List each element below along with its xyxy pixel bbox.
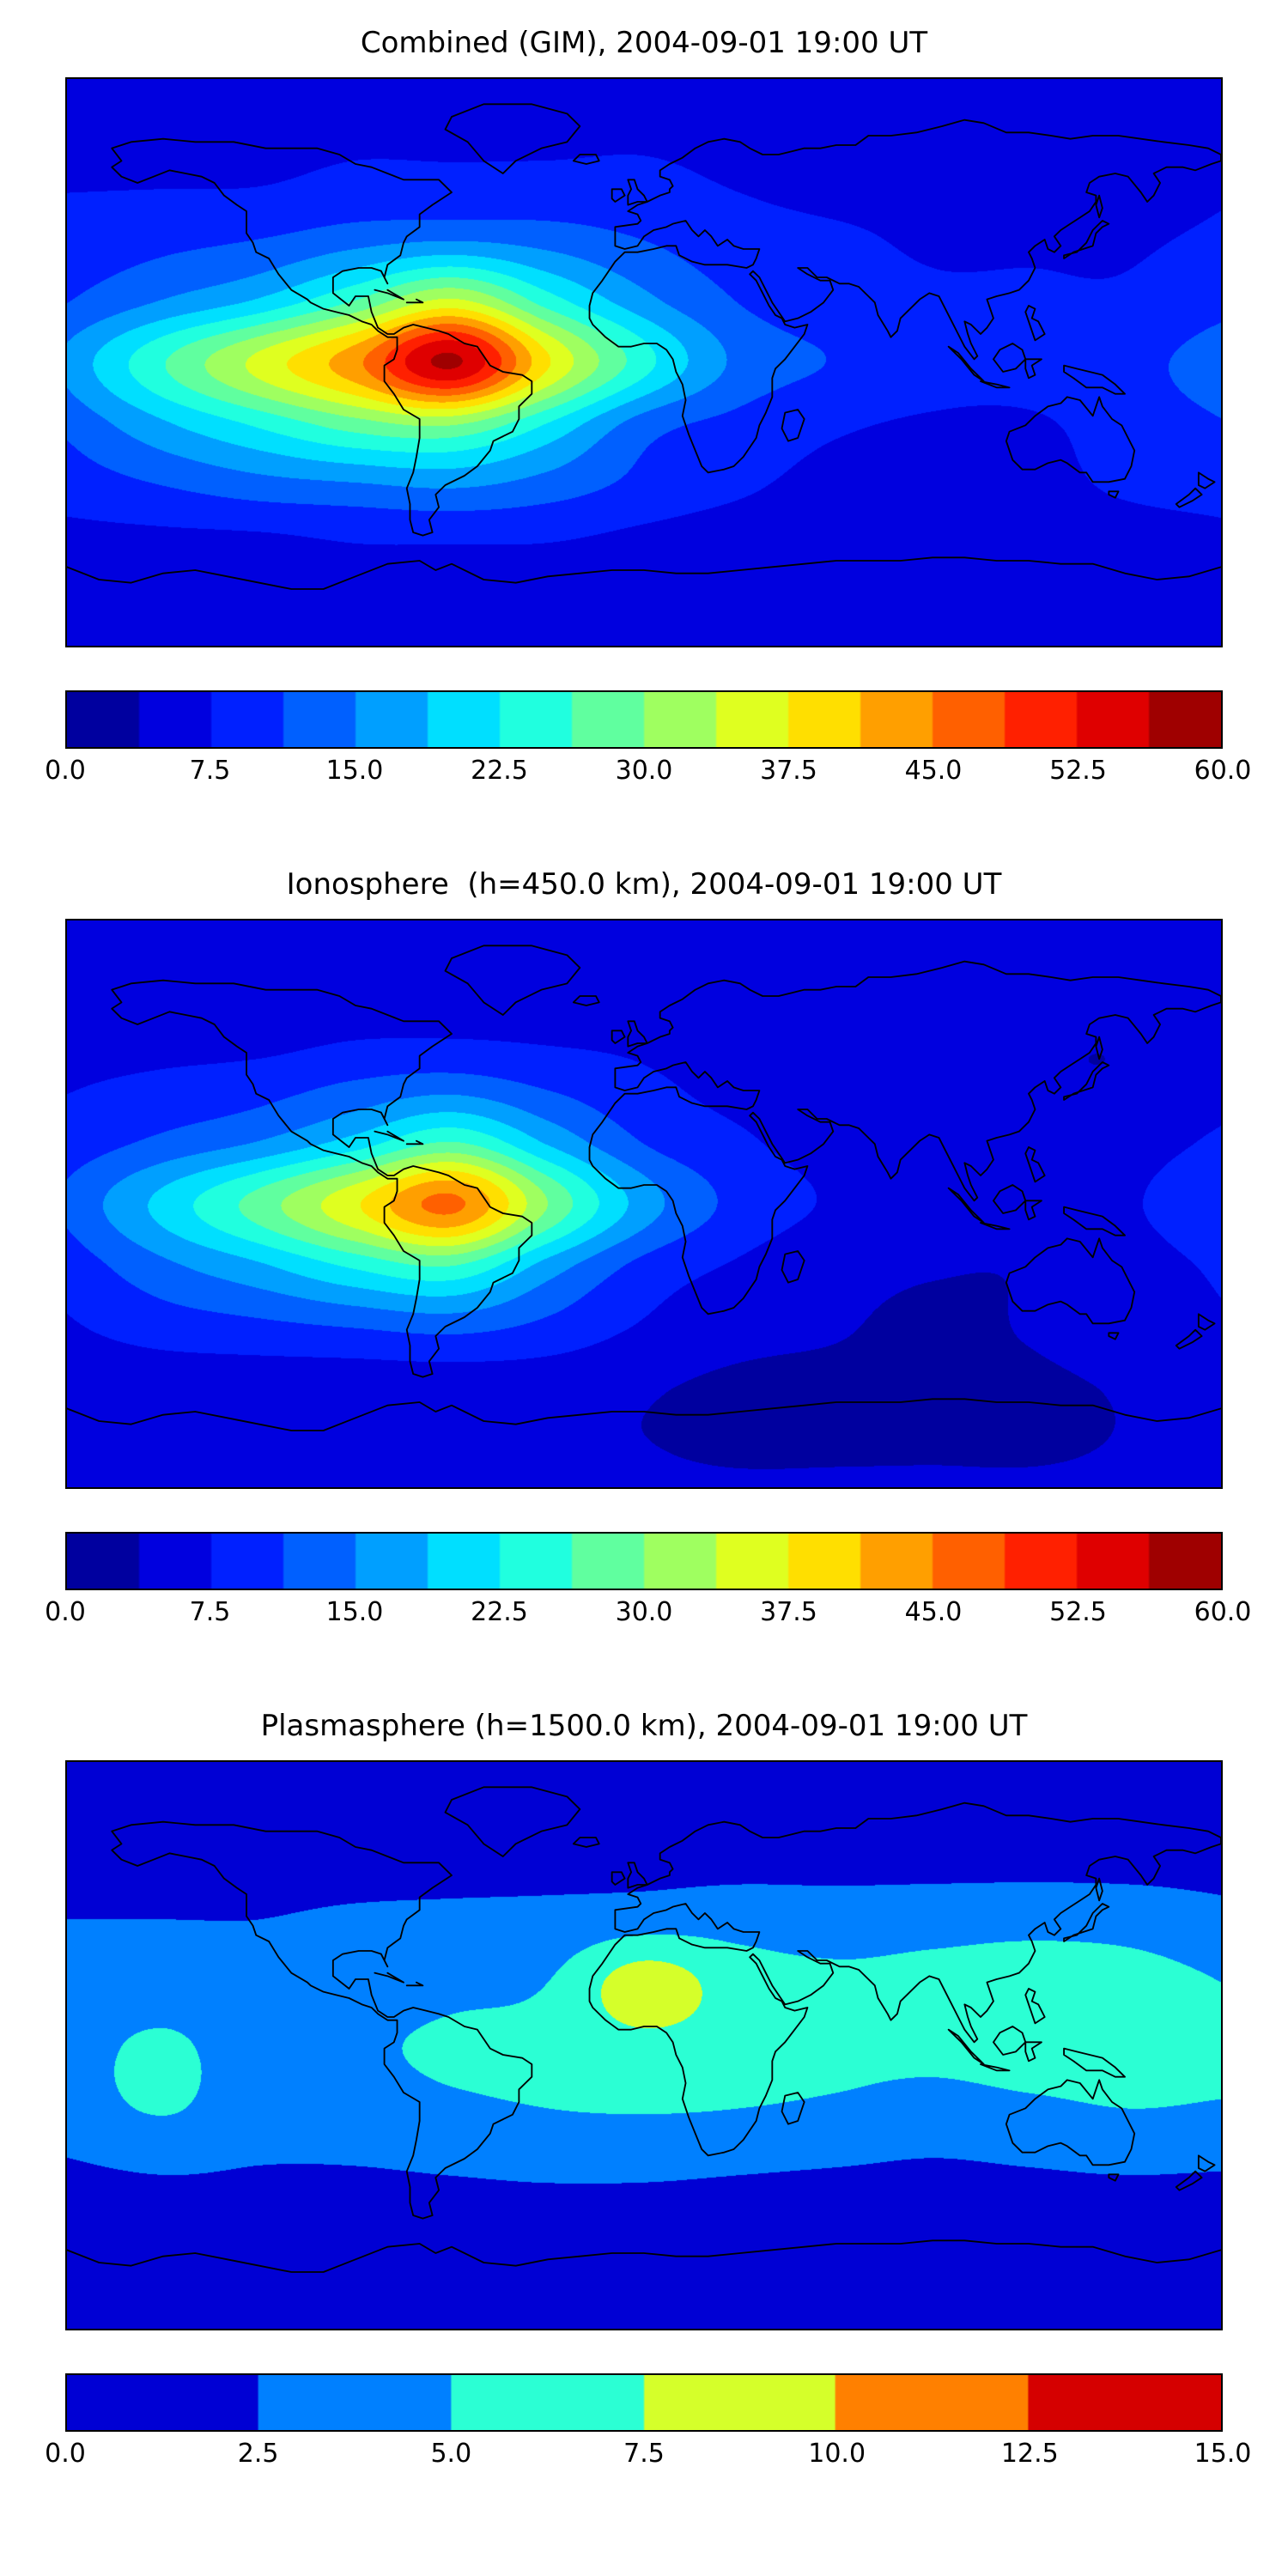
- colorbar-tick-label: 0.0: [45, 1597, 86, 1627]
- colorbar-tick-label: 15.0: [1194, 2439, 1252, 2469]
- world-map-ionosphere: [65, 919, 1223, 1489]
- figure-ionosphere: Ionosphere (h=450.0 km), 2004-09-01 19:0…: [45, 867, 1251, 1637]
- figure-title: Combined (GIM), 2004-09-01 19:00 UT: [360, 26, 928, 60]
- colorbar-ionosphere: [65, 1532, 1223, 1590]
- colorbar-tick-label: 30.0: [615, 756, 673, 786]
- colorbar-tick-label: 60.0: [1194, 1597, 1252, 1627]
- coastline-path: [67, 945, 1221, 1431]
- coastlines-overlay: [67, 945, 1221, 1431]
- colorbar-tick-label: 2.5: [237, 2439, 279, 2469]
- colorbar-canvas: [67, 2375, 1221, 2430]
- colorbar-tick-labels: 0.0 2.5 5.0 7.5 10.0 12.5 15.0: [45, 2439, 1251, 2478]
- colorbar-tick-label: 37.5: [760, 1597, 817, 1627]
- coastlines-overlay: [67, 103, 1221, 590]
- figure-title: Ionosphere (h=450.0 km), 2004-09-01 19:0…: [286, 867, 1002, 902]
- colorbar-tick-label: 37.5: [760, 756, 817, 786]
- colorbar-tick-label: 52.5: [1049, 1597, 1107, 1627]
- colorbar-tick-label: 60.0: [1194, 756, 1252, 786]
- colorbar-tick-label: 45.0: [904, 1597, 963, 1627]
- coastlines-overlay: [67, 1786, 1221, 2273]
- tec-field-canvas: [67, 920, 1221, 1487]
- figure-plasmasphere: Plasmasphere (h=1500.0 km), 2004-09-01 1…: [45, 1709, 1251, 2478]
- colorbar-tick-label: 22.5: [471, 1597, 528, 1627]
- colorbar-tick-label: 10.0: [808, 2439, 866, 2469]
- colorbar-tick-labels: 0.0 7.5 15.0 22.5 30.0 37.5 45.0 52.5 60.0: [45, 756, 1251, 795]
- colorbar-tick-label: 12.5: [1000, 2439, 1059, 2469]
- colorbar-tick-label: 30.0: [615, 1597, 673, 1627]
- colorbar-tick-label: 7.5: [189, 1597, 231, 1627]
- figure-title: Plasmasphere (h=1500.0 km), 2004-09-01 1…: [260, 1709, 1028, 1743]
- colorbar-tick-label: 5.0: [430, 2439, 472, 2469]
- colorbar-canvas: [67, 692, 1221, 747]
- colorbar-tick-label: 7.5: [623, 2439, 665, 2469]
- colorbar-tick-labels: 0.0 7.5 15.0 22.5 30.0 37.5 45.0 52.5 60.0: [45, 1597, 1251, 1637]
- colorbar-combined: [65, 690, 1223, 749]
- figure-stack: Combined (GIM), 2004-09-01 19:00 UT 0.0 7…: [45, 26, 1251, 2478]
- colorbar-tick-label: 22.5: [471, 756, 528, 786]
- colorbar-tick-label: 45.0: [904, 756, 963, 786]
- world-map-plasmasphere: [65, 1760, 1223, 2330]
- world-map-combined: [65, 77, 1223, 647]
- colorbar-tick-label: 52.5: [1049, 756, 1107, 786]
- coastline-path: [67, 1786, 1221, 2273]
- colorbar-tick-label: 15.0: [325, 756, 384, 786]
- colorbar-tick-label: 0.0: [45, 2439, 86, 2469]
- colorbar-plasmasphere: [65, 2373, 1223, 2432]
- colorbar-tick-label: 0.0: [45, 756, 86, 786]
- tec-field-canvas: [67, 79, 1221, 646]
- colorbar-canvas: [67, 1534, 1221, 1589]
- tec-field-canvas: [67, 1762, 1221, 2329]
- colorbar-tick-label: 7.5: [189, 756, 231, 786]
- coastline-path: [67, 103, 1221, 590]
- figure-combined-gim: Combined (GIM), 2004-09-01 19:00 UT 0.0 7…: [45, 26, 1251, 795]
- colorbar-tick-label: 15.0: [325, 1597, 384, 1627]
